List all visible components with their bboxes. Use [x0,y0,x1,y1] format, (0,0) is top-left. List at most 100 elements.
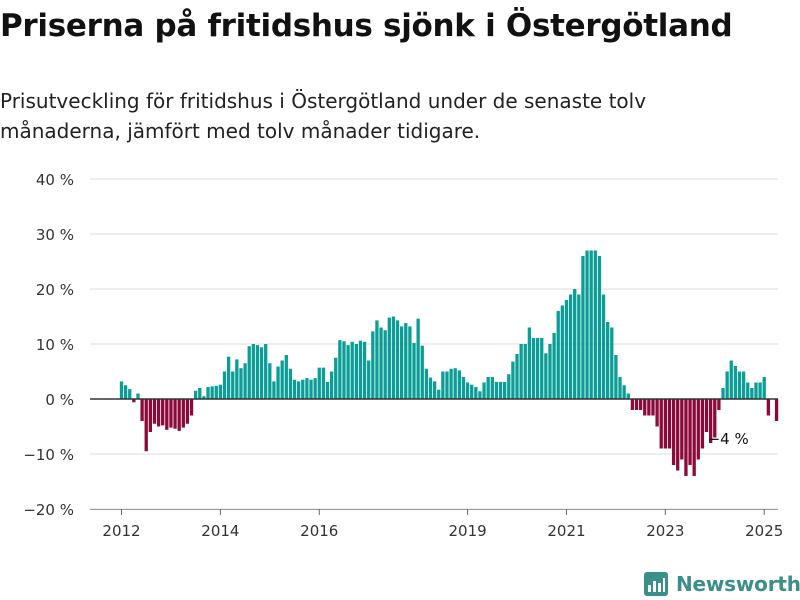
bar [334,357,338,399]
bar [210,386,214,399]
bar [527,327,532,399]
bar [301,379,305,399]
bar [148,399,152,432]
x-tick-label: 2023 [646,522,684,540]
bar [214,385,218,399]
bar [593,250,597,399]
bar [519,344,523,399]
bar [597,256,602,399]
bar [284,355,288,399]
bar [709,399,713,443]
bar [161,399,165,426]
bar [618,377,622,399]
bar [432,381,437,399]
bar [486,377,490,399]
bar [441,371,445,399]
y-tick-label: 20 % [36,281,74,299]
bar [560,305,564,399]
bar [136,393,140,399]
y-tick-label: −10 % [23,446,74,464]
bar [634,399,639,410]
bar [721,388,725,399]
bar [123,385,128,399]
bar [540,337,544,399]
bar [733,366,738,399]
x-tick-label: 2012 [102,522,140,540]
bar [338,340,342,399]
y-tick-label: 40 % [36,171,74,189]
bar [655,399,659,427]
bar [741,371,746,399]
bar [144,399,148,452]
bar [585,250,589,399]
bar [671,399,676,465]
bar [614,355,618,399]
bar [482,382,486,399]
bar [243,363,247,399]
bar [676,399,680,471]
bar [630,399,635,410]
bar [461,377,466,399]
bar [457,370,461,399]
bar [643,399,647,416]
y-tick-label: 10 % [36,336,74,354]
bar [177,399,181,431]
bar [152,399,157,424]
bar [601,294,606,399]
bar [523,344,527,399]
bar [729,360,733,399]
newsworthy-logo: Newsworthy [644,569,800,599]
bar [276,366,280,399]
bar [573,289,577,399]
x-tick-label: 2019 [448,522,486,540]
bar [354,344,358,399]
bar [350,341,354,399]
bar [239,368,243,399]
bar [408,326,412,399]
bar [231,371,235,399]
bar [766,399,770,416]
bar [416,318,420,399]
bar [700,399,705,449]
bar [535,337,540,399]
bar [206,386,210,399]
x-tick-label: 2021 [547,522,585,540]
bar [581,256,585,399]
bar [498,381,503,399]
y-tick-label: 0 % [45,391,74,409]
bar [362,341,367,399]
bar [268,363,272,399]
bar [272,381,276,399]
bar [255,345,260,399]
bar [321,367,326,399]
bar [288,368,293,399]
bar [181,399,185,428]
bar [762,377,766,399]
bar [247,346,251,399]
bar [606,322,610,399]
bar [202,396,206,399]
bar [391,316,396,399]
bar [198,388,202,399]
bar [515,353,519,399]
bar [305,378,309,399]
y-tick-label: −20 % [23,501,74,519]
bar [568,294,573,399]
bar [610,327,614,399]
bar [424,368,429,399]
bar [449,368,453,399]
bar [173,399,177,429]
chart-title: Priserna på fritidshus sjönk i Östergötl… [0,8,733,44]
bar [556,311,560,399]
bar [445,371,449,399]
annotation-label: −4 % [708,430,749,448]
bar [140,399,144,421]
bar [713,399,717,438]
bar [437,389,441,399]
bar [552,333,556,399]
bar [226,356,231,399]
bar [367,360,371,399]
bar [264,344,268,399]
x-tick-label: 2016 [300,522,338,540]
